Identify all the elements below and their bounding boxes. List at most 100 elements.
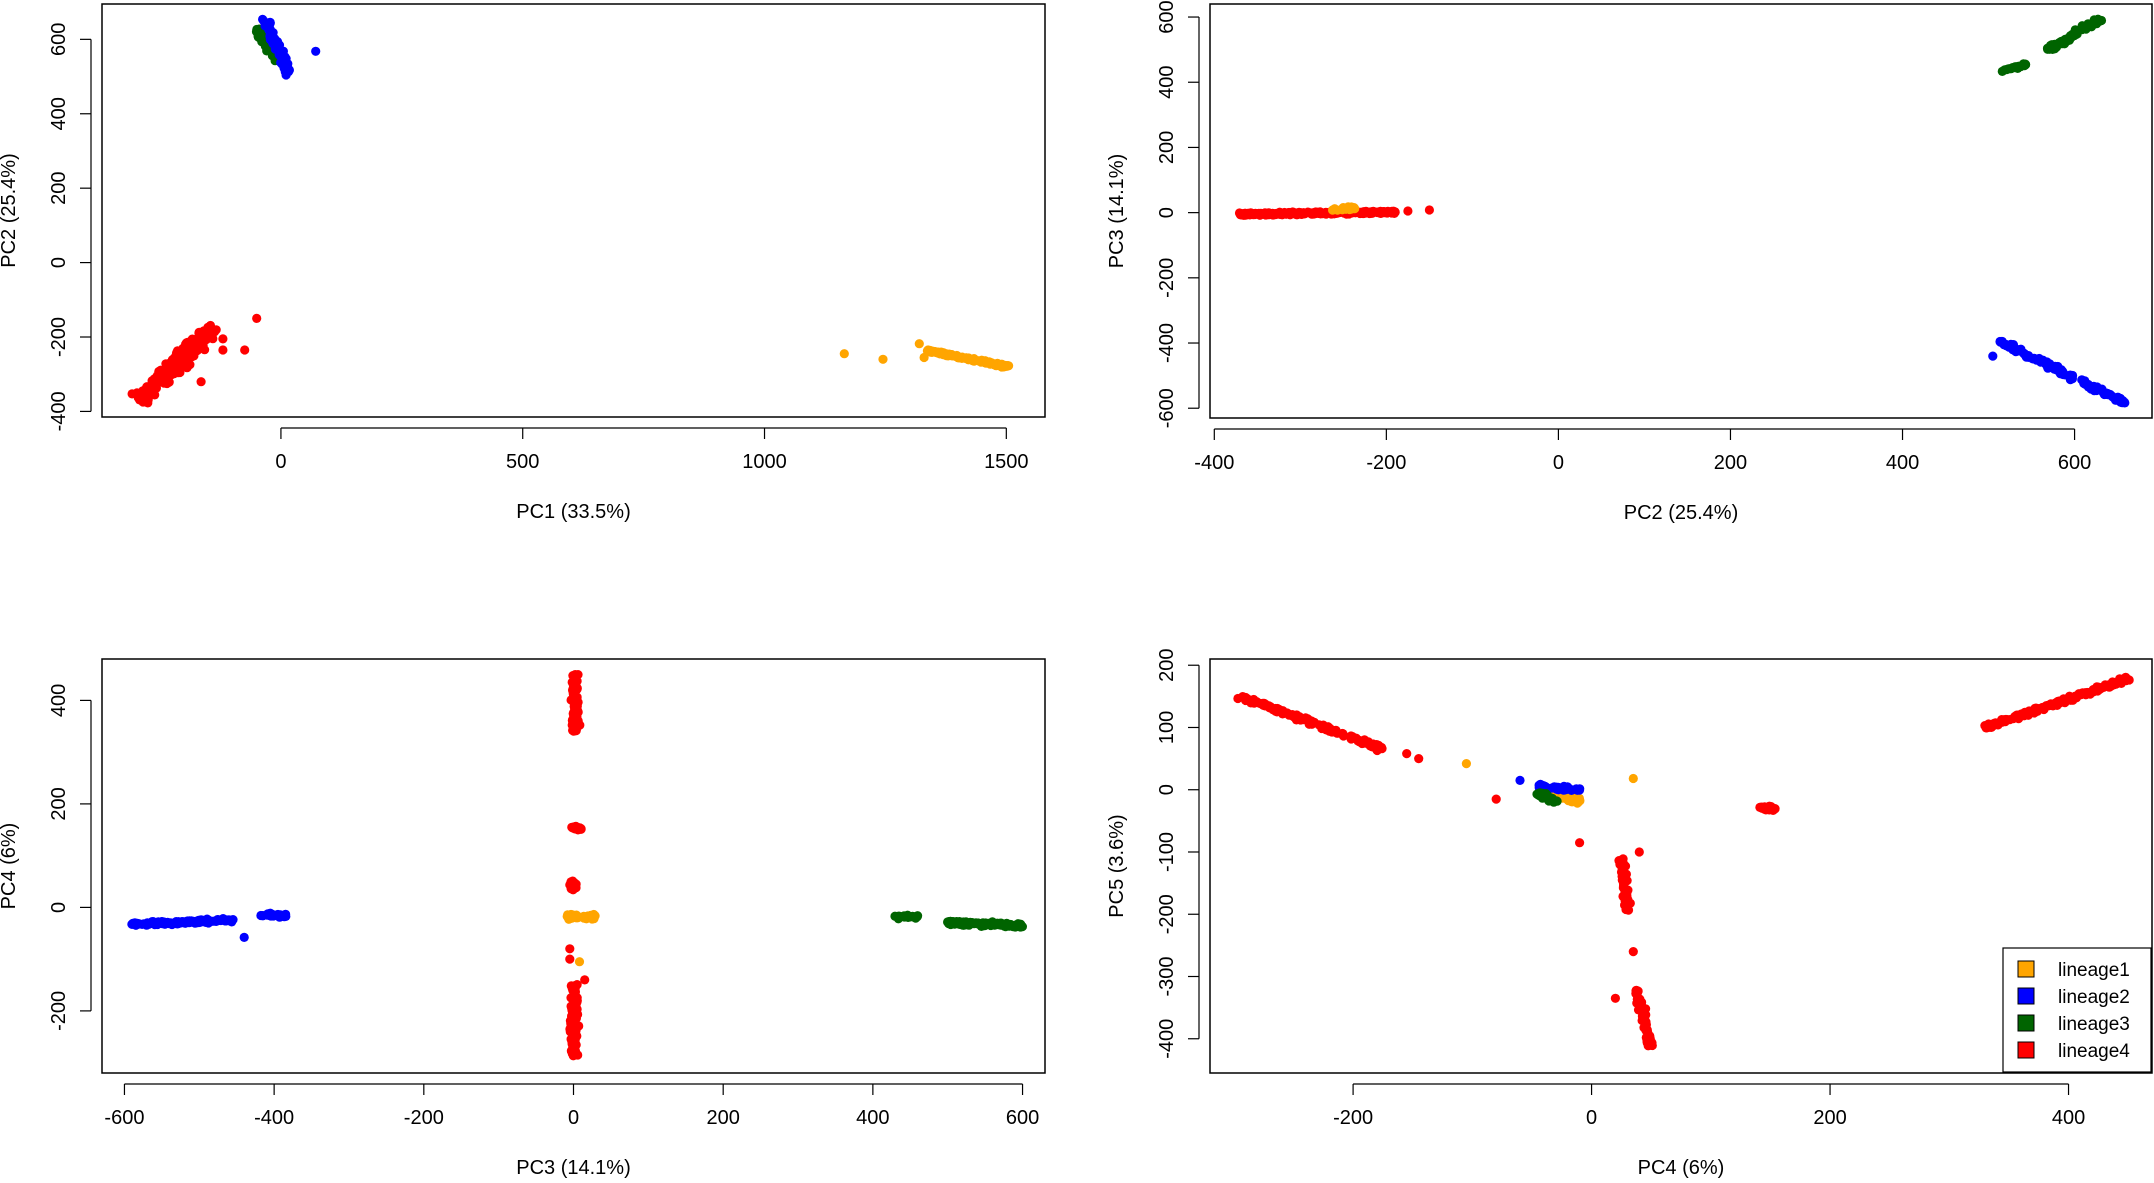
legend-label-lineage1: lineage1 bbox=[2058, 960, 2130, 981]
y-tick-label: -100 bbox=[1156, 832, 1178, 872]
point-lineage4 bbox=[1639, 1012, 1649, 1023]
point-lineage4 bbox=[141, 383, 151, 393]
x-tick-label: -400 bbox=[1194, 452, 1234, 474]
scatter-points bbox=[1233, 672, 2134, 1051]
x-axis: 0 500 1000 1500 bbox=[275, 427, 1029, 473]
point-lineage2 bbox=[166, 918, 176, 928]
point-lineage2 bbox=[2022, 351, 2032, 361]
point-lineage4 bbox=[218, 345, 228, 355]
point-lineage4 bbox=[2029, 708, 2039, 718]
x-tick-label: -400 bbox=[254, 1107, 294, 1129]
point-lineage1 bbox=[973, 356, 983, 366]
y-tick-label: -400 bbox=[1156, 1019, 1178, 1059]
point-lineage2 bbox=[270, 44, 280, 54]
point-lineage2 bbox=[279, 910, 290, 920]
legend-label-lineage4: lineage4 bbox=[2058, 1041, 2130, 1062]
y-tick-label: -400 bbox=[48, 391, 70, 431]
point-lineage4 bbox=[1358, 208, 1368, 219]
point-lineage4 bbox=[1633, 986, 1643, 996]
point-lineage4 bbox=[143, 398, 153, 408]
point-lineage4 bbox=[183, 338, 194, 348]
legend-label-lineage3: lineage3 bbox=[2058, 1014, 2130, 1035]
point-lineage4 bbox=[240, 345, 250, 355]
point-lineage4 bbox=[1241, 692, 1251, 703]
point-lineage4 bbox=[193, 341, 203, 351]
point-lineage4 bbox=[1618, 891, 1628, 902]
point-lineage1 bbox=[574, 957, 585, 967]
point-lineage4 bbox=[185, 360, 195, 370]
legend-label-lineage2: lineage2 bbox=[2058, 987, 2130, 1008]
panel-pc4-vs-pc5: -200 0 200 400 PC4 (6%) -400 -300 -200 -100 0 100 2… bbox=[1106, 649, 2153, 1179]
y-axis: -400 -200 0 200 400 600 bbox=[48, 23, 92, 431]
plot-frame bbox=[101, 658, 1046, 1074]
y-tick-label: 0 bbox=[48, 902, 70, 913]
y-tick-label: 600 bbox=[1156, 0, 1178, 33]
point-lineage4 bbox=[196, 377, 206, 387]
legend-swatch-lineage3 bbox=[2017, 1014, 2035, 1032]
point-lineage4 bbox=[572, 996, 582, 1006]
x-tick-label: -600 bbox=[104, 1107, 144, 1129]
x-tick-label: 1500 bbox=[984, 451, 1029, 473]
x-axis: -200 0 200 400 bbox=[1333, 1083, 2085, 1129]
point-lineage1 bbox=[839, 349, 849, 359]
point-lineage2 bbox=[127, 919, 137, 929]
y-axis-label: PC3 (14.1%) bbox=[1106, 154, 1128, 269]
point-lineage4 bbox=[1249, 696, 1260, 706]
point-lineage2 bbox=[159, 918, 169, 929]
point-lineage4 bbox=[1268, 705, 1278, 715]
point-lineage4 bbox=[183, 346, 193, 356]
y-tick-label: 400 bbox=[1156, 66, 1178, 99]
point-lineage4 bbox=[1403, 206, 1413, 216]
y-tick-label: 0 bbox=[1156, 784, 1178, 795]
x-tick-label: 0 bbox=[1553, 452, 1564, 474]
point-lineage2 bbox=[1571, 784, 1581, 794]
point-lineage2 bbox=[239, 932, 249, 943]
x-axis-label: PC4 (6%) bbox=[1638, 1157, 1725, 1179]
x-tick-label: -200 bbox=[1333, 1107, 1373, 1129]
point-lineage3 bbox=[2002, 64, 2012, 75]
point-lineage3 bbox=[1551, 796, 1561, 806]
point-lineage4 bbox=[198, 331, 208, 341]
point-lineage4 bbox=[1277, 707, 1287, 717]
point-lineage4 bbox=[565, 954, 575, 964]
point-lineage3 bbox=[980, 920, 991, 931]
point-lineage3 bbox=[2018, 59, 2029, 69]
x-tick-label: 0 bbox=[568, 1107, 579, 1129]
point-lineage4 bbox=[580, 975, 590, 985]
point-lineage4 bbox=[1240, 209, 1250, 219]
point-lineage4 bbox=[1760, 802, 1770, 812]
point-lineage3 bbox=[2083, 19, 2093, 29]
y-tick-label: 200 bbox=[1156, 131, 1178, 164]
point-lineage4 bbox=[1257, 699, 1268, 710]
point-lineage4 bbox=[1610, 993, 1620, 1003]
point-lineage1 bbox=[914, 339, 924, 349]
point-lineage1 bbox=[953, 351, 963, 362]
point-lineage1 bbox=[579, 913, 589, 923]
point-lineage2 bbox=[1559, 782, 1569, 792]
legend-swatch-lineage1 bbox=[2017, 960, 2035, 978]
point-lineage4 bbox=[167, 369, 177, 379]
point-lineage4 bbox=[1367, 740, 1377, 750]
scatter-points bbox=[127, 670, 1027, 1061]
point-lineage2 bbox=[1551, 784, 1561, 794]
legend-swatch-lineage2 bbox=[2017, 987, 2035, 1005]
point-lineage4 bbox=[570, 675, 580, 685]
point-lineage4 bbox=[252, 313, 262, 323]
point-lineage1 bbox=[1572, 798, 1582, 808]
y-axis-label: PC2 (25.4%) bbox=[0, 153, 20, 268]
point-lineage1 bbox=[935, 348, 946, 358]
y-tick-label: -600 bbox=[1156, 388, 1178, 428]
point-lineage2 bbox=[266, 28, 276, 38]
y-tick-label: -200 bbox=[1156, 258, 1178, 298]
point-lineage4 bbox=[1575, 838, 1585, 848]
x-tick-label: 200 bbox=[1813, 1107, 1846, 1129]
panel-pc3-vs-pc4: -600 -400 -200 0 200 400 600 PC3 (14.1%) -200 0 20… bbox=[0, 658, 1046, 1179]
point-lineage4 bbox=[1642, 1025, 1652, 1035]
point-lineage2 bbox=[133, 919, 143, 929]
point-lineage4 bbox=[569, 1043, 579, 1053]
point-lineage2 bbox=[1997, 336, 2007, 347]
point-lineage2 bbox=[265, 908, 275, 918]
panel-pc1-vs-pc2: 0 500 1000 1500 PC1 (33.5%) -400 -200 0 200 400 60… bbox=[0, 3, 1046, 523]
point-lineage3 bbox=[259, 31, 269, 41]
point-lineage2 bbox=[221, 915, 231, 925]
